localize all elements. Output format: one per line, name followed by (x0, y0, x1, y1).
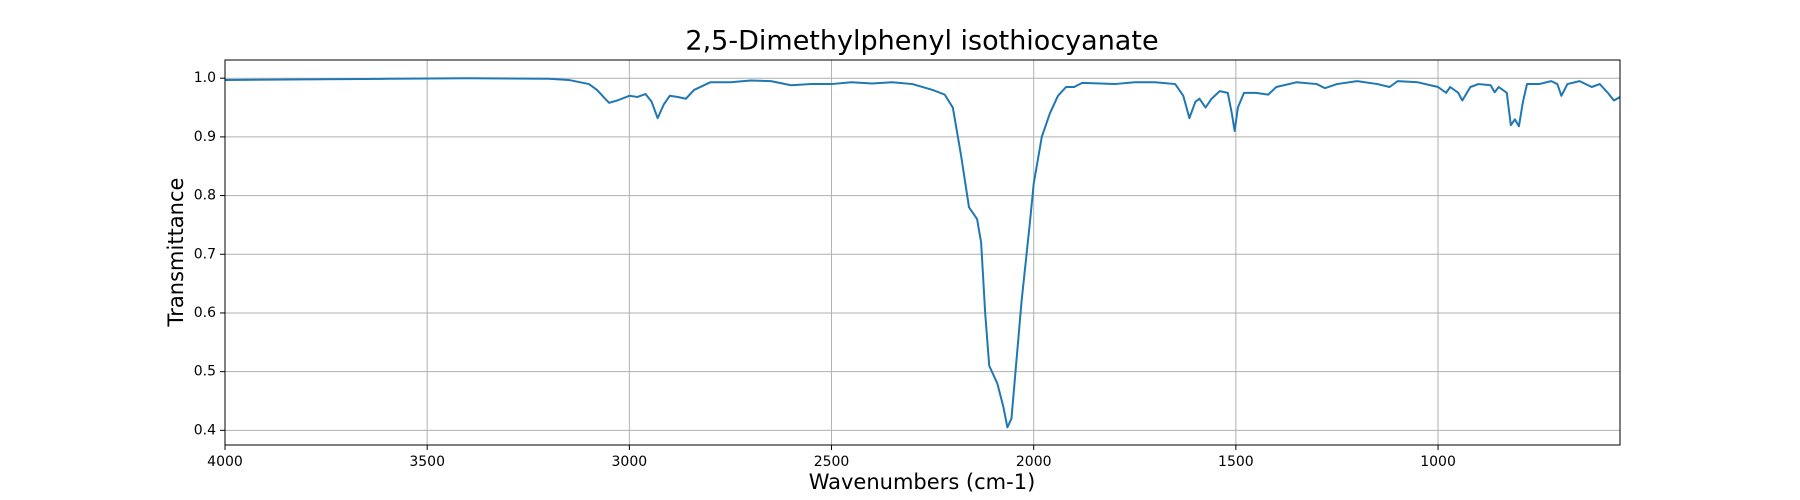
plot-frame (224, 59, 1621, 446)
x-axis-label: Wavenumbers (cm-1) (809, 470, 1036, 494)
spectrum-line (224, 77, 1621, 429)
x-tick-label: 1000 (1420, 454, 1456, 470)
x-tick-label: 1500 (1218, 454, 1254, 470)
y-tick-label: 0.9 (194, 129, 216, 145)
y-tick-label: 0.6 (194, 305, 216, 321)
y-tick-label: 1.0 (194, 70, 216, 86)
x-tick-label: 3000 (612, 454, 648, 470)
y-axis-label: Transmittance (164, 178, 188, 328)
x-tick-label: 4000 (207, 454, 243, 470)
x-tick-label: 3500 (409, 454, 445, 470)
y-tick-label: 0.8 (194, 188, 216, 204)
y-tick-label: 0.4 (194, 422, 216, 438)
x-tick-label: 2500 (814, 454, 850, 470)
y-tick-label: 0.7 (194, 246, 216, 262)
x-tick-label: 2000 (1016, 454, 1052, 470)
chart-title: 2,5-Dimethylphenyl isothiocyanate (685, 26, 1158, 57)
y-tick-label: 0.5 (194, 364, 216, 380)
